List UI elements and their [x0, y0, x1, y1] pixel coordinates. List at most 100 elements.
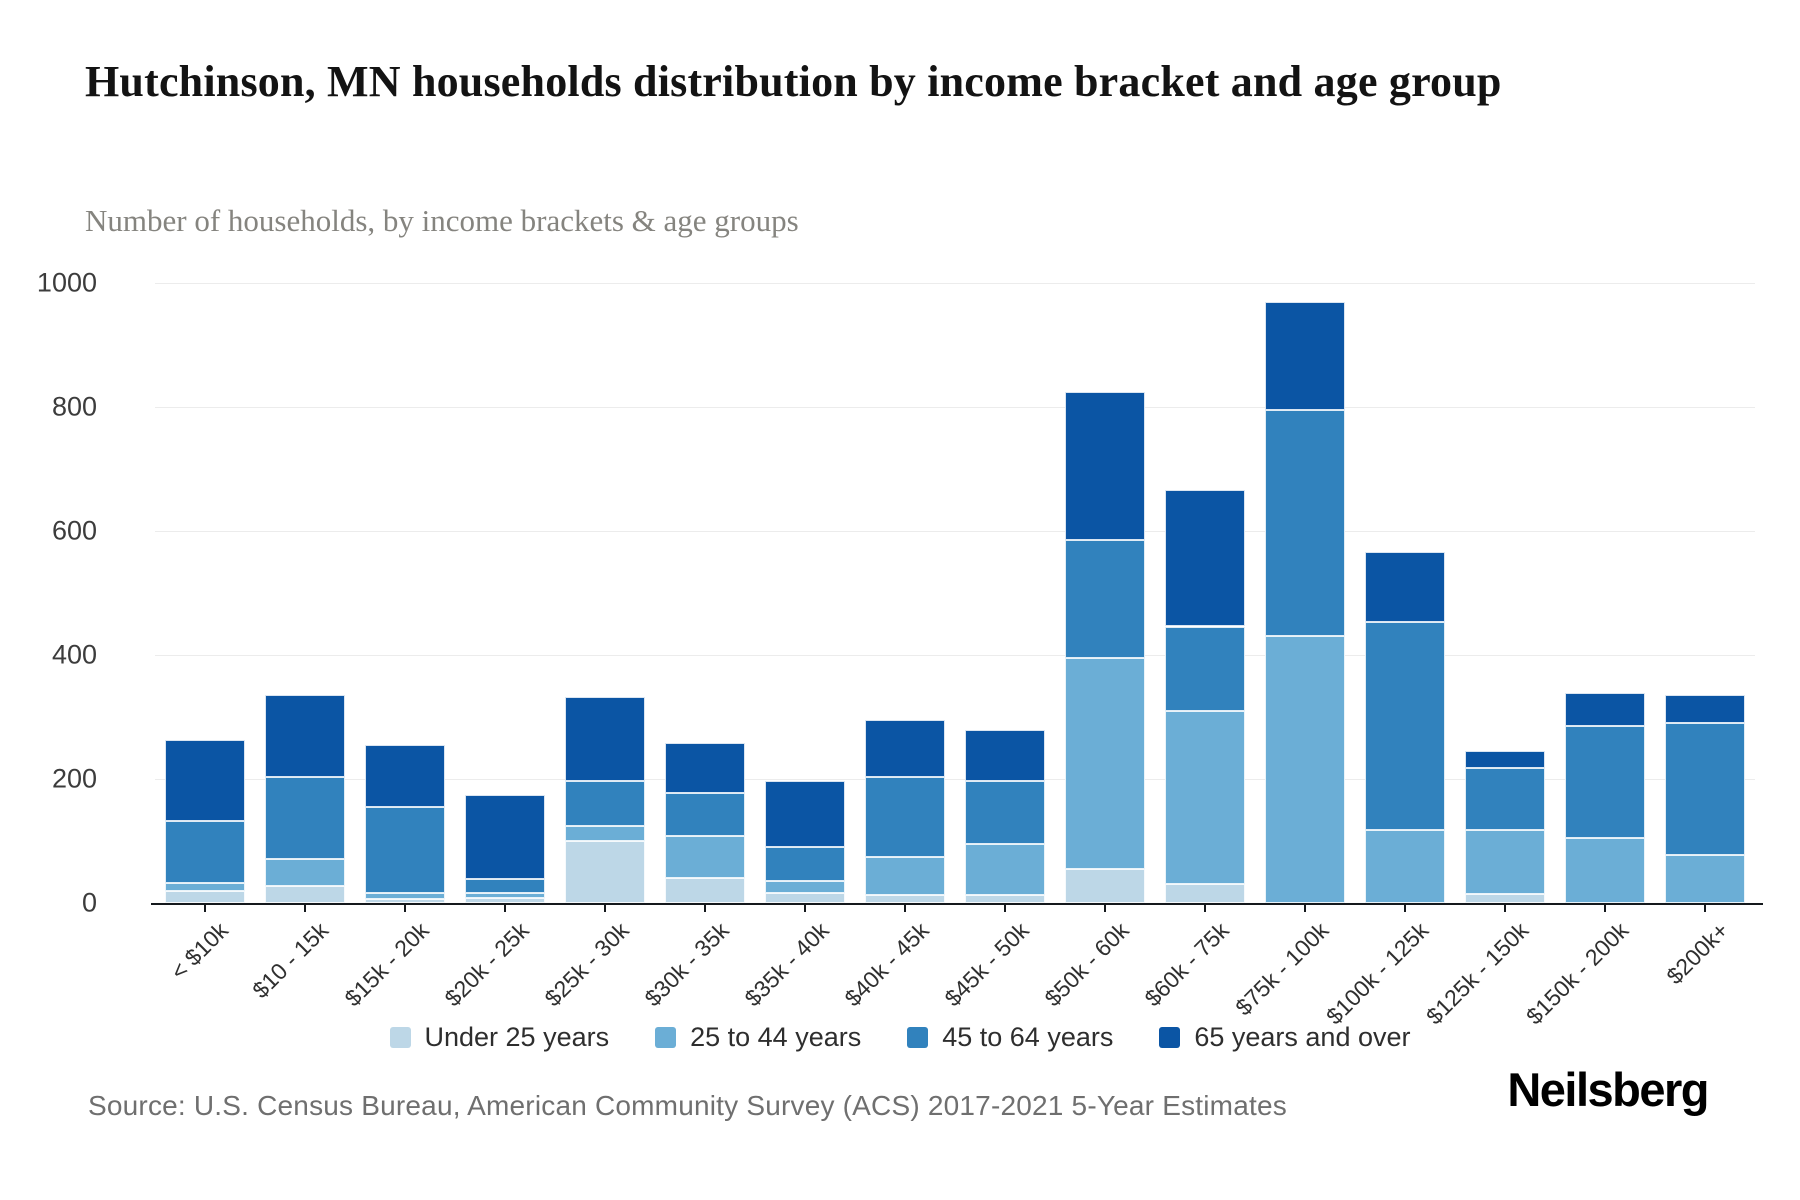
bar-segment[interactable] [1365, 622, 1445, 831]
legend-item[interactable]: 65 years and over [1159, 1022, 1411, 1053]
bar-segment[interactable] [565, 841, 645, 903]
bar-segment[interactable] [465, 893, 545, 899]
x-axis-tick [204, 903, 206, 912]
bar-segment[interactable] [1465, 751, 1545, 769]
bar-segment[interactable] [665, 878, 745, 903]
legend-item[interactable]: Under 25 years [389, 1022, 609, 1053]
bar-segment[interactable] [1465, 768, 1545, 831]
bar-segment[interactable] [365, 806, 445, 894]
x-axis-tick [804, 903, 806, 912]
bar-segment[interactable] [565, 826, 645, 841]
bar-segment[interactable] [1265, 301, 1345, 411]
x-axis-label: $15k - 20k [339, 917, 434, 1012]
y-axis-tick-label: 600 [51, 515, 97, 546]
bar-segment[interactable] [165, 890, 245, 903]
bar-segment[interactable] [1665, 722, 1745, 855]
x-axis-label: $200k+ [1661, 917, 1734, 990]
bar-segment[interactable] [265, 858, 345, 886]
bar-segment[interactable] [1365, 830, 1445, 903]
bar-segment[interactable] [1065, 658, 1145, 869]
bar-segment[interactable] [865, 894, 945, 903]
gridline [155, 407, 1755, 408]
legend-swatch-icon [389, 1026, 411, 1048]
gridline [155, 779, 1755, 780]
bar-segment[interactable] [1665, 695, 1745, 723]
bar-segment[interactable] [1465, 893, 1545, 903]
x-axis-label: $10 - 15k [247, 917, 334, 1004]
bar-segment[interactable] [1065, 391, 1145, 541]
x-axis-label: $20k - 25k [439, 917, 534, 1012]
y-axis-tick-label: 400 [51, 639, 97, 670]
bar-segment[interactable] [165, 820, 245, 883]
bar-segment[interactable] [465, 878, 545, 894]
bar-segment[interactable] [1265, 410, 1345, 637]
bar-segment[interactable] [1465, 830, 1545, 894]
y-axis-tick-label: 200 [51, 763, 97, 794]
bar-segment[interactable] [1565, 693, 1645, 727]
x-axis-label: $75k - 100k [1230, 917, 1334, 1021]
bar-segment[interactable] [1165, 884, 1245, 903]
bar-segment[interactable] [565, 780, 645, 827]
bar-segment[interactable] [165, 882, 245, 891]
bar-segment[interactable] [965, 894, 1045, 903]
bar-segment[interactable] [765, 880, 845, 894]
bar-segment[interactable] [665, 792, 745, 837]
x-axis-tick [1704, 903, 1706, 912]
bar-segment[interactable] [765, 780, 845, 848]
bar-segment[interactable] [1665, 854, 1745, 903]
x-axis-tick [1404, 903, 1406, 912]
x-axis-tick [504, 903, 506, 912]
x-axis-tick [1504, 903, 1506, 912]
bar-segment[interactable] [565, 697, 645, 781]
bar-segment[interactable] [1165, 626, 1245, 711]
brand-logo[interactable]: Neilsberg [1507, 1063, 1709, 1116]
x-axis-tick [1204, 903, 1206, 912]
bar-segment[interactable] [265, 776, 345, 859]
bar-segment[interactable] [465, 898, 545, 903]
y-axis-tick-label: 0 [81, 887, 97, 918]
x-axis-tick [1604, 903, 1606, 912]
bar-segment[interactable] [765, 847, 845, 881]
bar-segment[interactable] [965, 844, 1045, 895]
bar-segment[interactable] [1565, 837, 1645, 903]
bar-segment[interactable] [665, 743, 745, 793]
legend-swatch-icon [907, 1026, 929, 1048]
x-axis-line [151, 903, 1763, 905]
legend-swatch-icon [1159, 1026, 1181, 1048]
bar-segment[interactable] [865, 720, 945, 778]
x-axis-label: $50k - 60k [1039, 917, 1134, 1012]
bar-segment[interactable] [265, 885, 345, 903]
bar-segment[interactable] [265, 695, 345, 777]
x-axis-label: < $10k [165, 917, 234, 985]
bar-segment[interactable] [765, 893, 845, 903]
legend-item[interactable]: 45 to 64 years [907, 1022, 1113, 1053]
bar-segment[interactable] [1065, 868, 1145, 903]
x-axis-tick [1104, 903, 1106, 912]
bar-segment[interactable] [1065, 540, 1145, 659]
bar-segment[interactable] [965, 780, 1045, 845]
bar-segment[interactable] [1365, 552, 1445, 623]
legend-item[interactable]: 25 to 44 years [655, 1022, 861, 1053]
y-axis-tick-label: 800 [51, 391, 97, 422]
bar-segment[interactable] [365, 744, 445, 807]
bar-segment[interactable] [1565, 726, 1645, 838]
x-axis-tick [304, 903, 306, 912]
bar-segment[interactable] [965, 730, 1045, 781]
bar-segment[interactable] [365, 893, 445, 900]
bar-segment[interactable] [365, 899, 445, 903]
gridline [155, 655, 1755, 656]
x-axis-tick [604, 903, 606, 912]
bar-segment[interactable] [465, 794, 545, 879]
bar-segment[interactable] [1165, 710, 1245, 885]
bar-segment[interactable] [1165, 490, 1245, 627]
plot-area: 0 200 400 600 800 1000 < $10k $10 - 15k $15k - … [37, 268, 1763, 1029]
bar-segment[interactable] [865, 857, 945, 895]
bar-segment[interactable] [165, 739, 245, 821]
bar-segment[interactable] [665, 836, 745, 879]
legend-label: 45 to 64 years [942, 1021, 1114, 1052]
gridline [155, 283, 1755, 284]
bar-segment[interactable] [865, 777, 945, 858]
bar-segment[interactable] [1265, 636, 1345, 903]
x-axis-label: $40k - 45k [839, 917, 934, 1012]
